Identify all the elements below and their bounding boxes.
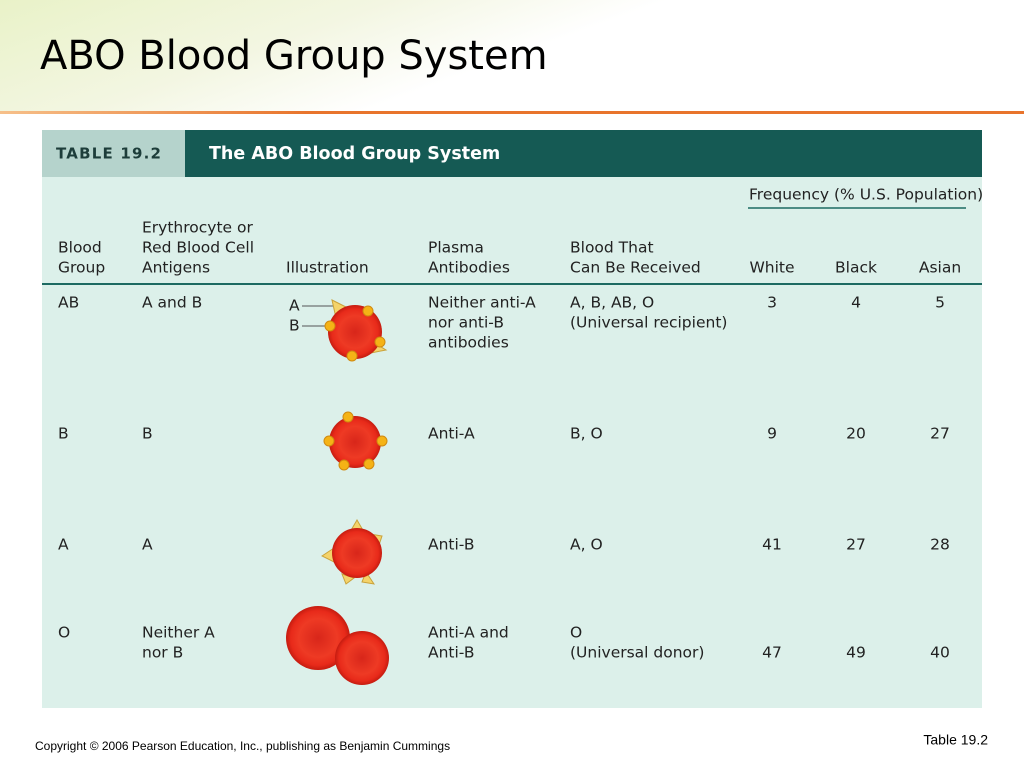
cell-antigens: B [142, 425, 153, 443]
cell-white: 41 [762, 536, 782, 554]
cell-antigens: Neither A [142, 624, 215, 642]
group-header: Frequency (% U.S. Population) [749, 186, 983, 204]
illustration-ab [302, 299, 388, 362]
cell-antibodies: Anti-A and [428, 624, 509, 642]
cell-antibodies: Anti-A [428, 425, 475, 443]
slide-label: Table 19.2 [923, 732, 988, 748]
cell-antibodies: Anti-B [428, 644, 475, 662]
cell-antigens: A [142, 536, 153, 554]
illustration-b [323, 411, 388, 471]
cell-group: A [58, 536, 69, 554]
cell-group: O [58, 624, 70, 642]
cell-received: B, O [570, 425, 603, 443]
column-header: Group [58, 259, 105, 277]
cell-white: 47 [762, 644, 782, 662]
cell-received: A, B, AB, O [570, 294, 654, 312]
column-header: Antigens [142, 259, 210, 277]
cell-received: O [570, 624, 582, 642]
cell-received: (Universal donor) [570, 644, 704, 662]
cell-black: 4 [851, 294, 861, 312]
cell-antibodies: nor anti-B [428, 314, 504, 332]
footer: Copyright © 2006 Pearson Education, Inc.… [35, 739, 450, 753]
table-number-box [42, 130, 185, 177]
cell-received: A, O [570, 536, 603, 554]
cell-black: 27 [846, 536, 866, 554]
column-header: Blood [58, 239, 102, 257]
column-header: Illustration [286, 259, 369, 277]
table-title: The ABO Blood Group System [209, 144, 500, 164]
cell-asian: 40 [930, 644, 950, 662]
header-background [0, 0, 1024, 112]
cell-asian: 5 [935, 294, 945, 312]
cell-group: AB [58, 294, 79, 312]
cell-asian: 28 [930, 536, 950, 554]
cell-white: 9 [767, 425, 777, 443]
title-rule [0, 111, 1024, 114]
slide-title: ABO Blood Group System [40, 33, 548, 79]
cell-black: 49 [846, 644, 866, 662]
cell-antibodies: Neither anti-A [428, 294, 536, 312]
table-panel [42, 130, 982, 708]
column-header: Plasma [428, 239, 484, 257]
cell-asian: 27 [930, 425, 950, 443]
illustration-a [321, 519, 383, 585]
cell-antibodies: antibodies [428, 334, 509, 352]
column-header: Blood That [570, 239, 654, 257]
column-header: Can Be Received [570, 259, 701, 277]
cell-antigens: nor B [142, 644, 183, 662]
table-header-bar [42, 130, 982, 177]
cell-antibodies: Anti-B [428, 536, 475, 554]
illustration-label: B [289, 317, 300, 335]
cell-black: 20 [846, 425, 866, 443]
column-header: Erythrocyte or [142, 219, 253, 237]
cell-antigens: A and B [142, 294, 202, 312]
cell-white: 3 [767, 294, 777, 312]
cell-group: B [58, 425, 69, 443]
column-header: Red Blood Cell [142, 239, 254, 257]
illustration-label: A [289, 297, 300, 315]
column-header: Antibodies [428, 259, 510, 277]
column-header: Black [835, 259, 877, 277]
column-header: White [749, 259, 794, 277]
illustration-o [286, 606, 389, 685]
cell-received: (Universal recipient) [570, 314, 727, 332]
table-number: TABLE 19.2 [56, 145, 162, 163]
column-header: Asian [919, 259, 961, 277]
